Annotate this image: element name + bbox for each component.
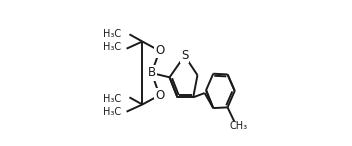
Text: B: B <box>147 66 156 80</box>
Text: H₃C: H₃C <box>103 29 121 39</box>
Text: S: S <box>181 49 188 62</box>
Text: O: O <box>155 89 164 102</box>
Text: H₃C: H₃C <box>103 42 121 52</box>
Text: H₃C: H₃C <box>103 107 121 117</box>
Text: O: O <box>155 44 164 57</box>
Text: H₃C: H₃C <box>103 94 121 104</box>
Text: CH₃: CH₃ <box>230 121 248 131</box>
